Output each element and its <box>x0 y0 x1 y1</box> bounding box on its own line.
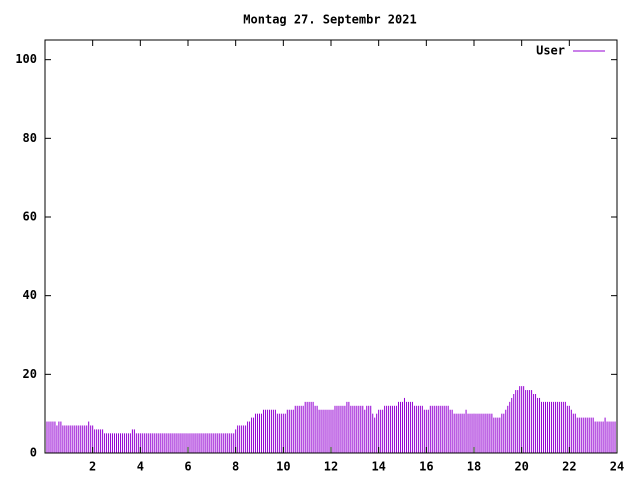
x-tick-label: 6 <box>184 460 191 474</box>
x-tick-label: 16 <box>419 460 433 474</box>
y-tick-label: 60 <box>23 210 37 224</box>
legend-label: User <box>536 44 565 58</box>
y-tick-label: 40 <box>23 288 37 302</box>
chart-title: Montag 27. Septembr 2021 <box>243 13 416 27</box>
x-tick-label: 10 <box>276 460 290 474</box>
x-tick-label: 2 <box>89 460 96 474</box>
y-tick-label: 100 <box>15 52 37 66</box>
plot-border <box>44 39 618 454</box>
y-tick-label: 0 <box>30 446 37 460</box>
x-tick-label: 12 <box>324 460 338 474</box>
x-tick-label: 20 <box>514 460 528 474</box>
x-tick-label: 24 <box>610 460 624 474</box>
x-tick-label: 18 <box>467 460 481 474</box>
x-tick-label: 8 <box>232 460 239 474</box>
x-tick-label: 4 <box>137 460 144 474</box>
x-tick-label: 14 <box>371 460 385 474</box>
y-tick-label: 20 <box>23 367 37 381</box>
x-tick-label: 22 <box>562 460 576 474</box>
y-tick-label: 80 <box>23 131 37 145</box>
